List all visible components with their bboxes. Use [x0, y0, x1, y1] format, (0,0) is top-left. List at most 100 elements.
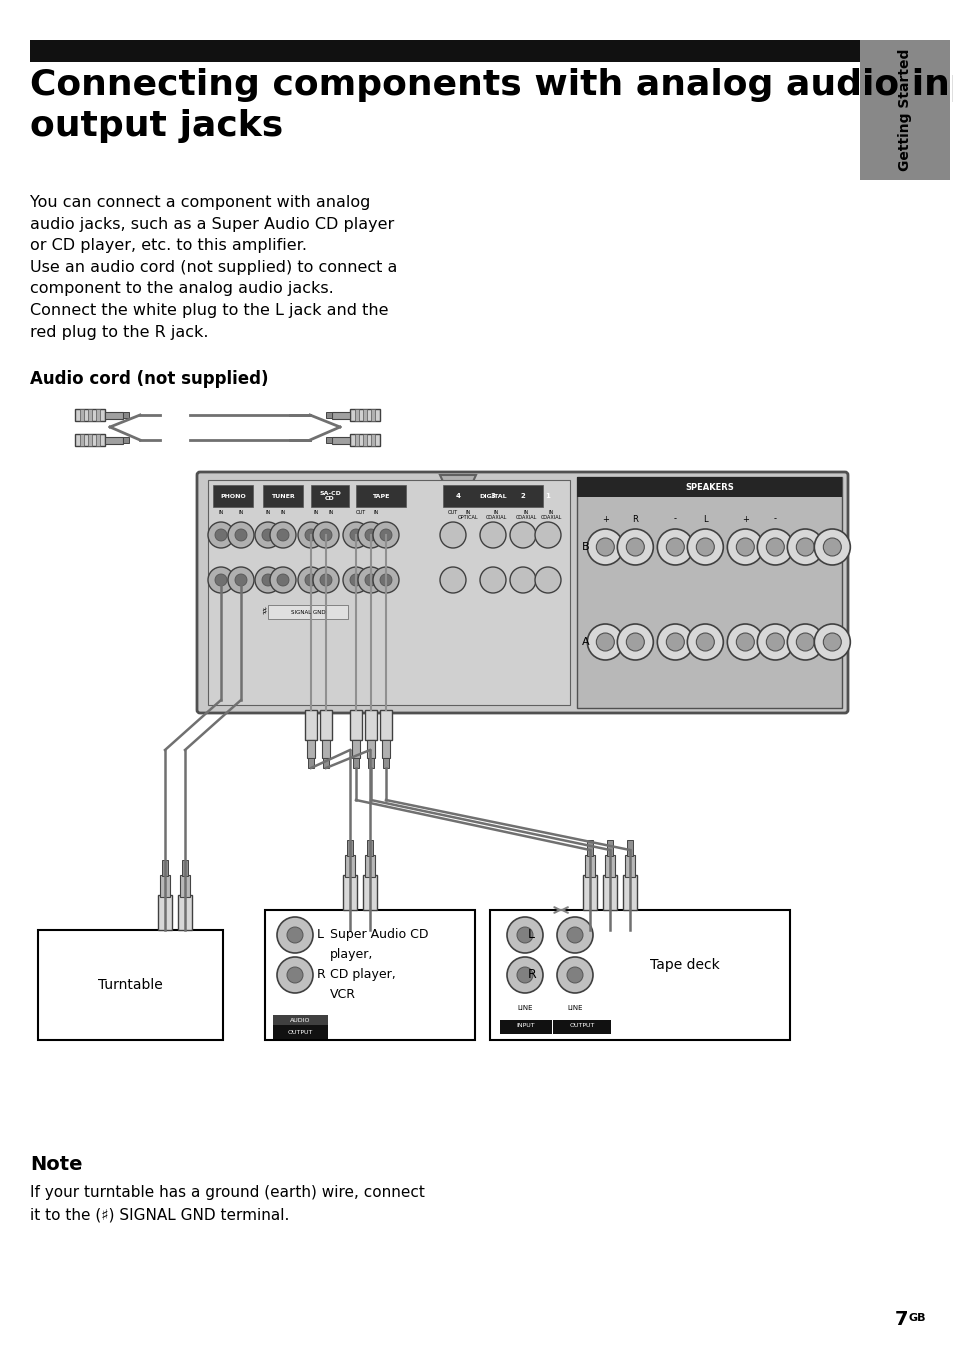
Circle shape [796, 633, 814, 652]
Circle shape [822, 538, 841, 556]
Bar [604, 854, 615, 877]
Bar [379, 710, 392, 740]
Bar [626, 840, 633, 856]
Bar [158, 895, 172, 930]
Text: LINE: LINE [567, 1005, 582, 1011]
Circle shape [786, 625, 822, 660]
Text: Tape deck: Tape deck [649, 959, 719, 972]
Circle shape [686, 625, 722, 660]
Bar [123, 437, 129, 443]
Circle shape [665, 538, 683, 556]
Text: PHONO: PHONO [220, 493, 246, 499]
Bar [319, 710, 332, 740]
Bar [332, 412, 350, 419]
Circle shape [657, 625, 693, 660]
Circle shape [566, 927, 582, 942]
Bar [350, 710, 361, 740]
Bar [263, 485, 303, 507]
Circle shape [535, 566, 560, 594]
Bar [577, 477, 841, 498]
Circle shape [287, 927, 303, 942]
Bar [208, 480, 570, 704]
Circle shape [736, 538, 754, 556]
Text: +: + [601, 515, 608, 523]
Polygon shape [439, 475, 476, 498]
Circle shape [350, 529, 361, 541]
Circle shape [626, 538, 643, 556]
Text: OUT: OUT [355, 510, 366, 515]
Bar [442, 485, 542, 507]
Circle shape [254, 566, 281, 594]
Bar [307, 740, 314, 758]
Text: 4: 4 [455, 493, 460, 499]
Bar [606, 840, 613, 856]
Circle shape [228, 566, 253, 594]
Text: R: R [316, 968, 325, 982]
Circle shape [319, 529, 332, 541]
Bar [75, 434, 105, 446]
Text: Connecting components with analog audio input/
output jacks: Connecting components with analog audio … [30, 68, 953, 143]
Text: +: + [741, 515, 748, 523]
Circle shape [510, 566, 536, 594]
Bar [367, 840, 373, 856]
Circle shape [319, 575, 332, 585]
Bar [273, 1015, 328, 1025]
Circle shape [587, 625, 622, 660]
Circle shape [254, 522, 281, 548]
Bar [326, 412, 332, 418]
Bar [381, 740, 390, 758]
Text: LINE: LINE [517, 1005, 532, 1011]
Circle shape [297, 566, 324, 594]
Bar [75, 410, 105, 420]
Circle shape [596, 538, 614, 556]
Bar [577, 477, 841, 708]
Text: IN: IN [265, 510, 271, 515]
Bar [213, 485, 253, 507]
Bar [160, 875, 170, 896]
Text: SA-CD
CD: SA-CD CD [318, 491, 340, 502]
Circle shape [557, 957, 593, 992]
Circle shape [262, 575, 274, 585]
Bar [305, 710, 316, 740]
Bar [368, 758, 374, 768]
Text: IN: IN [373, 510, 378, 515]
Text: L: L [316, 929, 324, 941]
Circle shape [786, 529, 822, 565]
Text: IN
COAXIAL: IN COAXIAL [515, 510, 537, 521]
Text: TAPE: TAPE [372, 493, 389, 499]
Text: player,: player, [330, 948, 373, 961]
Circle shape [757, 529, 793, 565]
Circle shape [757, 625, 793, 660]
Bar [123, 412, 129, 418]
Bar [859, 41, 949, 180]
Bar [273, 1025, 328, 1038]
Text: OUT: OUT [447, 510, 457, 515]
Circle shape [234, 575, 247, 585]
Bar [363, 410, 367, 420]
Text: R: R [527, 968, 537, 982]
Circle shape [736, 633, 754, 652]
Text: You can connect a component with analog
audio jacks, such as a Super Audio CD pl: You can connect a component with analog … [30, 195, 397, 339]
Circle shape [617, 529, 653, 565]
Bar [96, 410, 100, 420]
Circle shape [506, 917, 542, 953]
Bar [353, 758, 358, 768]
Text: A: A [581, 637, 589, 648]
Text: CD player,: CD player, [330, 968, 395, 982]
Circle shape [234, 529, 247, 541]
Text: Getting Started: Getting Started [897, 49, 911, 172]
Bar [311, 485, 349, 507]
Circle shape [822, 633, 841, 652]
Text: If your turntable has a ground (earth) wire, connect
it to the (♯) SIGNAL GND te: If your turntable has a ground (earth) w… [30, 1184, 424, 1222]
Circle shape [208, 566, 233, 594]
Text: OUTPUT: OUTPUT [569, 1023, 594, 1028]
Bar [88, 410, 91, 420]
Text: 7: 7 [894, 1310, 907, 1329]
Circle shape [686, 529, 722, 565]
Text: IN: IN [328, 510, 334, 515]
Bar [80, 410, 84, 420]
Text: TUNER: TUNER [271, 493, 294, 499]
Bar [622, 875, 637, 910]
Bar [367, 740, 375, 758]
Bar [355, 434, 358, 446]
